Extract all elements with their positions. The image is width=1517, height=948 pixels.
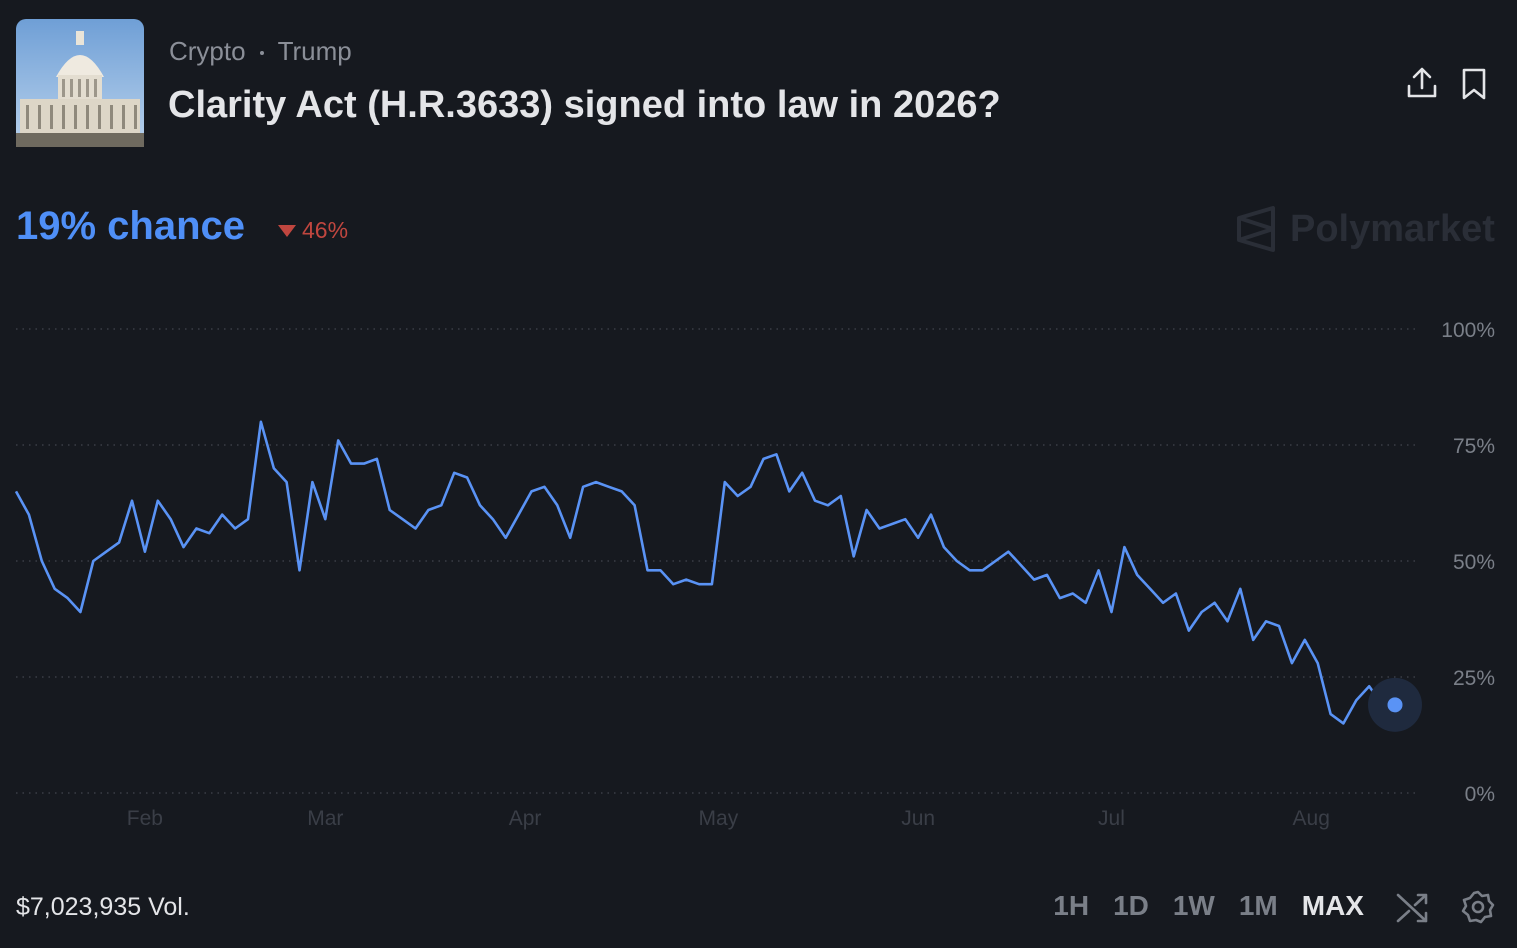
chart: 0% 25% 50% 75% 100% Feb Mar Apr May Jun Jul Aug: [14, 319, 1495, 830]
brand-logo: [1237, 206, 1275, 252]
y-tick-label: 75%: [1453, 435, 1495, 458]
x-tick-label: Jun: [901, 807, 935, 830]
range-button[interactable]: 1H: [1053, 890, 1090, 921]
y-tick-label: 100%: [1441, 319, 1495, 342]
x-tick-label: Apr: [509, 807, 542, 830]
market-image: [16, 19, 144, 147]
y-tick-label: 50%: [1453, 551, 1495, 574]
brand: Polymarket: [1236, 206, 1495, 252]
category[interactable]: Trump: [277, 36, 352, 66]
range-button[interactable]: 1M: [1238, 890, 1278, 921]
range-selector: 1H 1D 1W 1M MAX: [1053, 890, 1364, 922]
share-button[interactable]: [1407, 67, 1437, 98]
x-tick-label: Aug: [1293, 807, 1330, 830]
brand-name: Polymarket: [1290, 207, 1495, 250]
volume: $7,023,935 Vol.: [16, 893, 190, 921]
bookmark-button[interactable]: [1462, 68, 1486, 100]
chart-tools: [1396, 890, 1495, 924]
shuffle-button[interactable]: [1396, 893, 1428, 923]
categories: Crypto Trump: [169, 36, 352, 67]
settings-button[interactable]: [1461, 890, 1495, 924]
y-tick-label: 0%: [1465, 783, 1495, 806]
x-tick-label: Jul: [1098, 807, 1125, 830]
y-tick-label: 25%: [1453, 667, 1495, 690]
range-button[interactable]: 1D: [1113, 890, 1149, 921]
range-button[interactable]: MAX: [1301, 890, 1364, 921]
x-tick-label: Mar: [307, 807, 343, 830]
change: 46%: [278, 217, 348, 244]
header-actions: [1407, 67, 1486, 100]
range-button[interactable]: 1W: [1172, 890, 1215, 921]
price-line: [14, 420, 1395, 725]
market-title: Clarity Act (H.R.3633) signed into law i…: [168, 84, 1001, 126]
x-tick-label: May: [699, 807, 739, 830]
chance: 19% chance: [16, 204, 246, 248]
x-tick-label: Feb: [127, 807, 163, 830]
current-point: [1387, 697, 1403, 713]
category[interactable]: Crypto: [169, 36, 246, 66]
change-value: 46%: [302, 217, 349, 243]
